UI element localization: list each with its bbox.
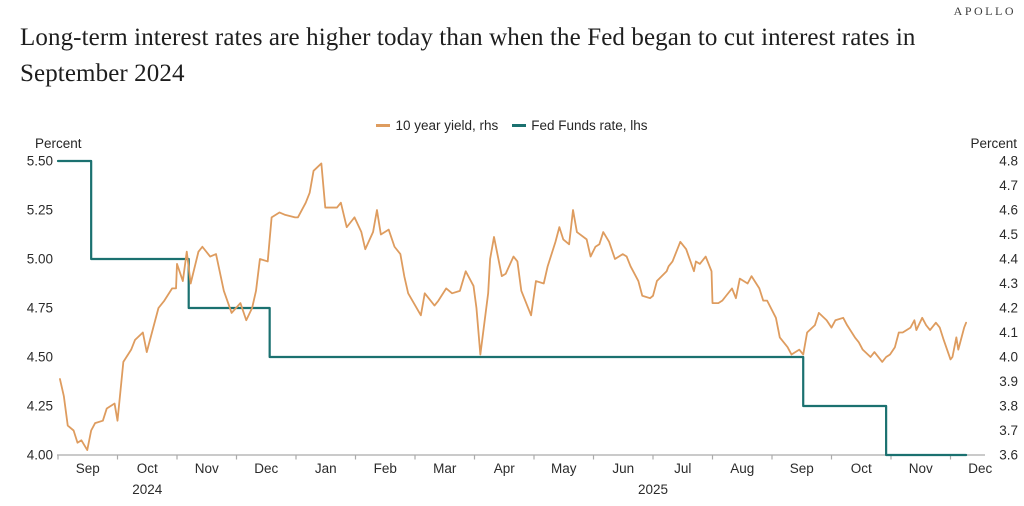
x-axis-month-label: Dec: [254, 461, 278, 476]
left-axis-tick-label: 4.50: [27, 350, 53, 365]
x-axis-month-label: Jan: [315, 461, 337, 476]
right-axis-tick-label: 4.7: [999, 178, 1018, 193]
right-axis-tick-label: 4.3: [999, 276, 1018, 291]
x-axis-month-label: Nov: [195, 461, 219, 476]
right-axis-tick-label: 4.4: [999, 252, 1018, 267]
legend-item-fed-funds: Fed Funds rate, lhs: [512, 118, 648, 133]
left-axis-tick-label: 4.75: [27, 301, 53, 316]
left-axis-tick-label: 5.00: [27, 252, 53, 267]
chart-legend: 10 year yield, rhs Fed Funds rate, lhs: [0, 118, 1024, 133]
x-axis-month-label: Jul: [674, 461, 691, 476]
x-axis-month-label: Dec: [968, 461, 992, 476]
right-axis-tick-label: 4.1: [999, 325, 1018, 340]
x-axis-month-label: Feb: [374, 461, 397, 476]
right-axis-title: Percent: [970, 136, 1017, 151]
left-axis-title: Percent: [35, 136, 82, 151]
x-axis-year-label: 2025: [638, 482, 668, 497]
x-axis-month-label: Sep: [76, 461, 100, 476]
x-axis-month-label: Oct: [137, 461, 158, 476]
legend-swatch-10-year-yield: [376, 124, 391, 127]
x-axis-month-label: Nov: [909, 461, 933, 476]
x-axis-month-label: Jun: [612, 461, 634, 476]
x-axis-month-label: May: [551, 461, 577, 476]
fed-funds-rate-line: [56, 159, 968, 457]
x-axis-month-label: Aug: [730, 461, 754, 476]
right-axis-tick-label: 3.7: [999, 423, 1018, 438]
left-axis-tick-label: 4.00: [27, 448, 53, 463]
x-axis-year-label: 2024: [132, 482, 163, 497]
legend-swatch-fed-funds: [512, 124, 527, 127]
right-axis-tick-label: 4.8: [999, 154, 1018, 169]
left-axis-tick-label: 5.25: [27, 203, 53, 218]
x-axis-month-label: Apr: [494, 461, 516, 476]
legend-label-fed-funds: Fed Funds rate, lhs: [531, 118, 648, 133]
right-axis-tick-label: 3.6: [999, 448, 1018, 463]
right-axis-tick-label: 3.9: [999, 374, 1018, 389]
x-axis-month-label: Sep: [790, 461, 814, 476]
left-axis-tick-label: 4.25: [27, 399, 53, 414]
chart-title: Long-term interest rates are higher toda…: [20, 24, 916, 87]
apollo-logo: APOLLO: [953, 4, 1016, 18]
x-axis-month-label: Mar: [433, 461, 457, 476]
right-axis-tick-label: 4.6: [999, 203, 1018, 218]
legend-item-10-year-yield: 10 year yield, rhs: [376, 118, 498, 133]
x-axis-month-label: Oct: [851, 461, 872, 476]
right-axis-tick-label: 4.2: [999, 301, 1018, 316]
right-axis-tick-label: 4.0: [999, 350, 1018, 365]
left-axis-tick-label: 5.50: [27, 154, 53, 169]
right-axis-tick-label: 4.5: [999, 227, 1018, 242]
ten-year-yield-line: [59, 162, 968, 452]
right-axis-tick-label: 3.8: [999, 399, 1018, 414]
legend-label-10-year-yield: 10 year yield, rhs: [395, 118, 499, 133]
